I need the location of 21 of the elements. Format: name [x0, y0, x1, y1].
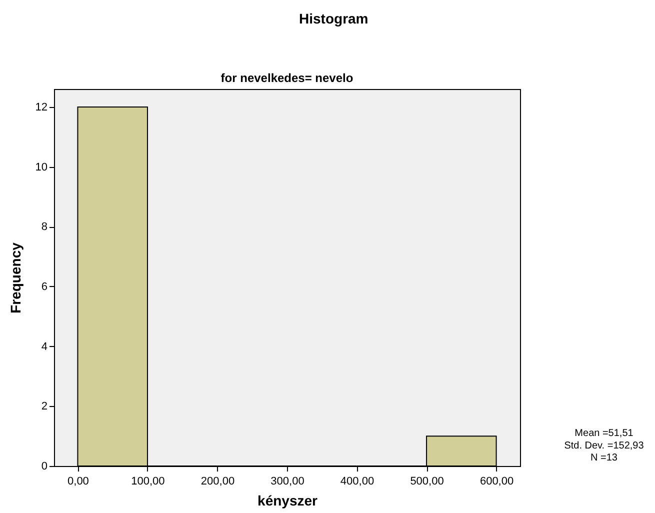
- y-tick-label: 2: [41, 400, 48, 413]
- x-tick-label: 200,00: [200, 476, 235, 488]
- x-tick-label: 400,00: [340, 476, 374, 488]
- y-tick-label: 8: [41, 221, 48, 234]
- y-tick-label: 6: [41, 280, 48, 293]
- y-tick-label: 0: [41, 460, 48, 472]
- chart-subtitle: for nevelkedes= nevelo: [220, 71, 354, 85]
- text: Std. Dev. =152,93: [564, 440, 644, 452]
- text: N =13: [590, 452, 618, 464]
- y-tick-label: 12: [35, 101, 48, 114]
- x-tick-label: 0,00: [68, 476, 89, 488]
- x-tick-label: 100,00: [131, 476, 165, 488]
- x-tick-label: 600,00: [480, 476, 514, 488]
- chart-title: Histogram: [299, 10, 368, 26]
- y-tick-label: 10: [35, 161, 48, 174]
- text: Mean =51,51: [574, 428, 634, 440]
- x-tick-label: 300,00: [270, 476, 304, 488]
- x-tick-label: 500,00: [410, 476, 444, 488]
- y-tick-label: 4: [41, 340, 48, 353]
- x-axis-title: kényszer: [258, 492, 318, 508]
- y-axis-title: Frequency: [7, 242, 24, 314]
